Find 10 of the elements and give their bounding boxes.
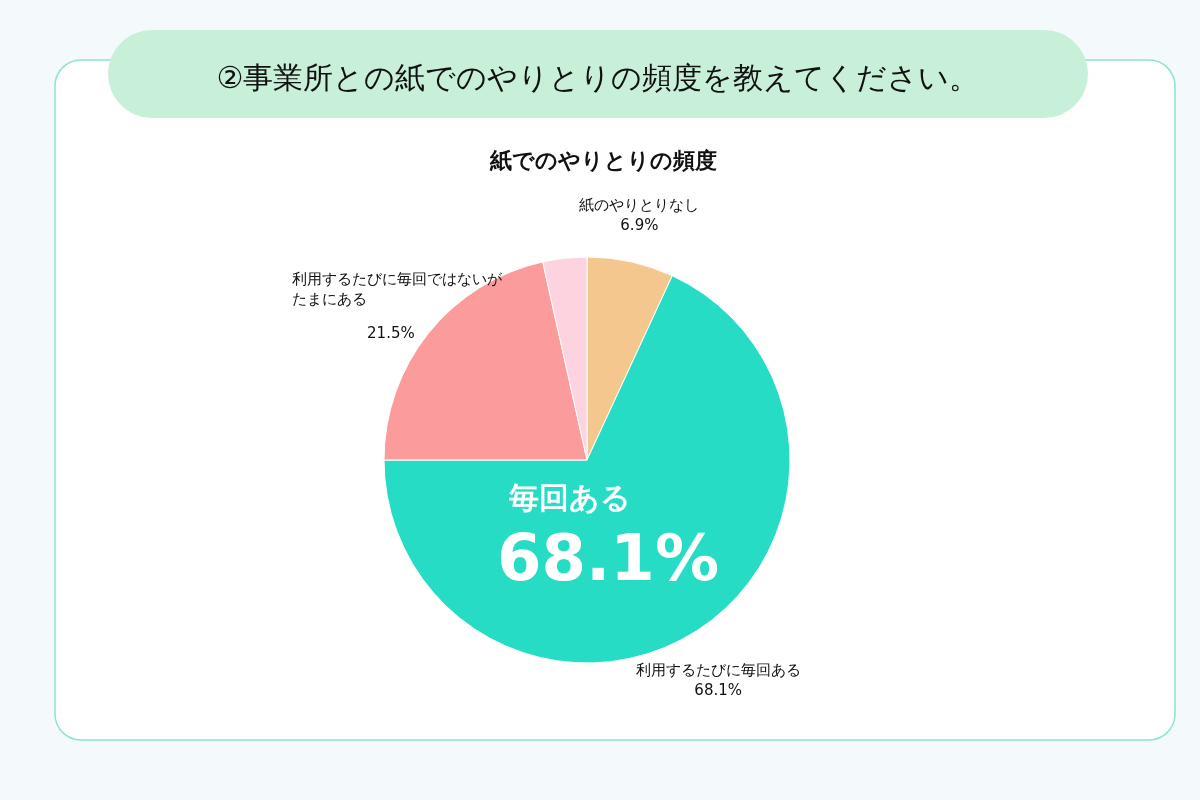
text: 毎回ある — [508, 480, 631, 515]
slice-label: 利用するたびに毎回ある — [635, 661, 801, 680]
slice-label: 利用するたびに毎回ではないがたまにある — [291, 269, 503, 308]
chart-subtitle: 紙でのやりとりの頻度 — [488, 148, 717, 173]
chart-title: ②事業所との紙でのやりとりの頻度を教えてください。 — [216, 60, 980, 95]
text: 68.1% — [496, 521, 720, 595]
slice-label: 紙のやりとりなし — [579, 196, 700, 215]
data-label: 6.9% — [620, 216, 659, 235]
data-label: 68.1% — [694, 681, 742, 700]
data-label: 21.5% — [367, 323, 415, 342]
